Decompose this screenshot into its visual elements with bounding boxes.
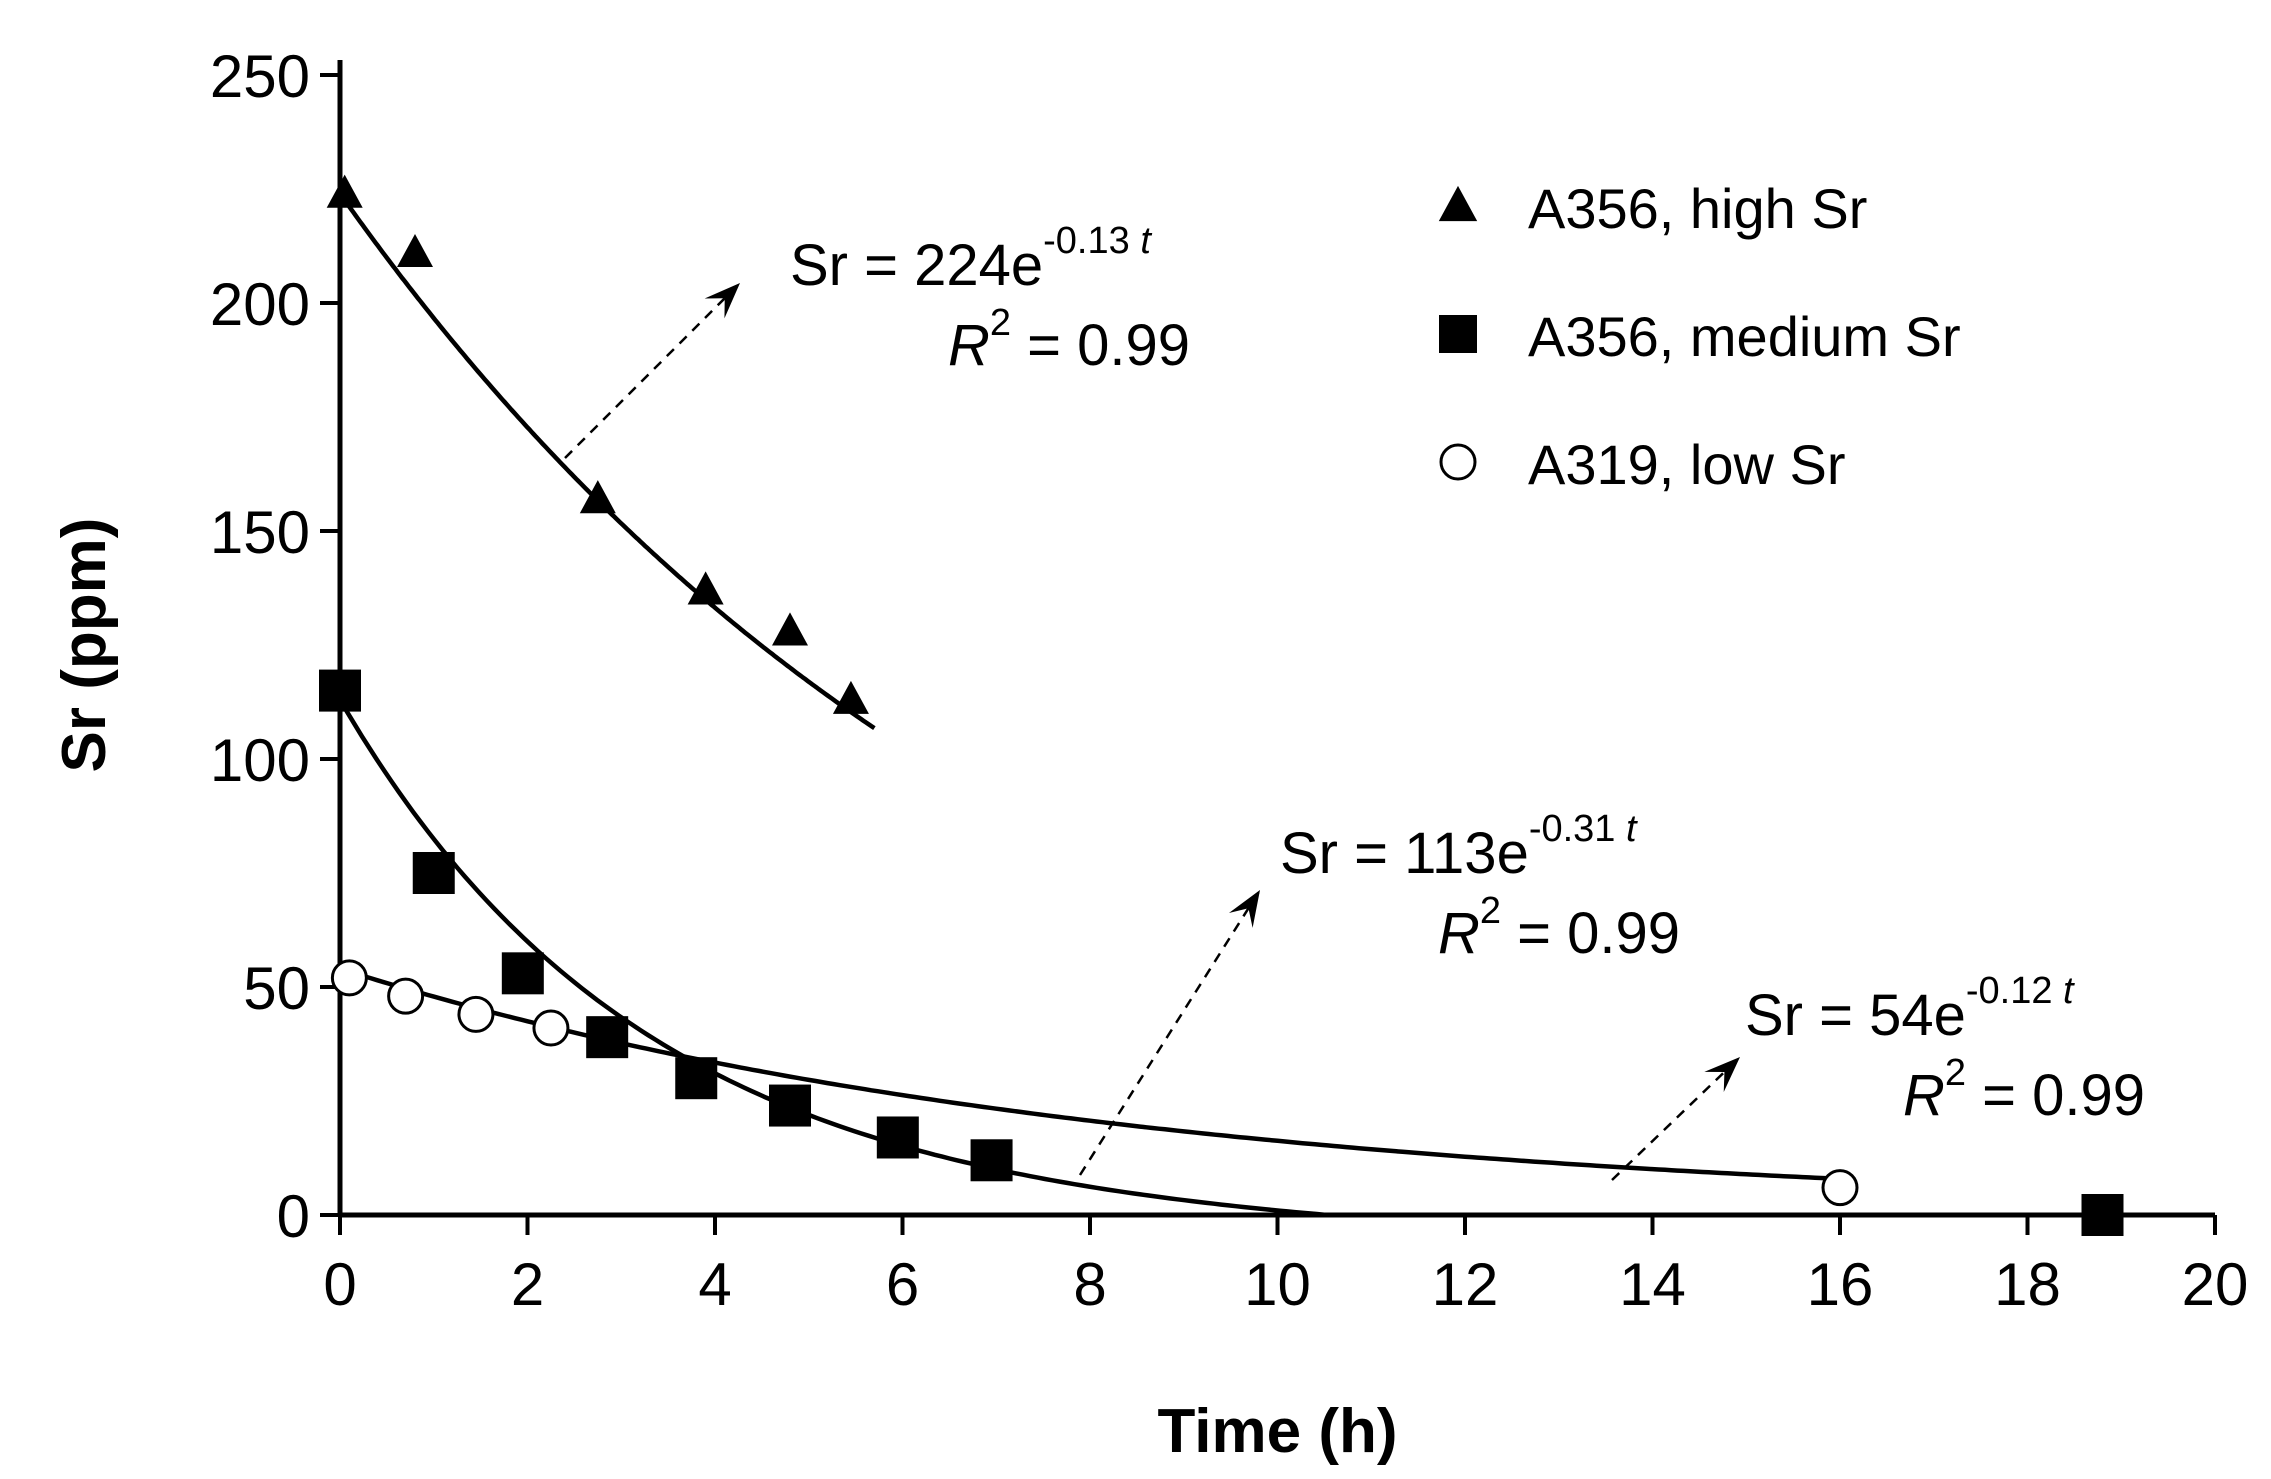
arrow-head-2 <box>1704 1057 1740 1093</box>
equation-0: Sr = 224e-0.13 t <box>790 220 1152 298</box>
legend-marker-1 <box>1439 315 1477 353</box>
equation-2: Sr = 54e-0.12 t <box>1745 970 2075 1048</box>
r-label: R <box>948 313 990 378</box>
equation-variable: t <box>1626 808 1638 850</box>
r-superscript: 2 <box>990 302 1011 344</box>
data-point-2 <box>330 959 368 997</box>
x-tick-label: 2 <box>511 1251 544 1318</box>
legend-label-1: A356, medium Sr <box>1528 305 1961 368</box>
equation-exponent: -0.31 <box>1529 808 1626 850</box>
x-tick-label: 18 <box>1994 1251 2061 1318</box>
arrow-line-1 <box>1078 889 1262 1176</box>
legend-marker-2 <box>1439 443 1477 481</box>
x-tick-label: 4 <box>698 1251 731 1318</box>
data-point-2 <box>387 977 425 1015</box>
y-tick-label: 200 <box>210 271 310 338</box>
legend-marker-0 <box>1438 185 1478 222</box>
r-squared-0: R2 = 0.99 <box>948 302 1190 378</box>
x-tick-label: 10 <box>1244 1251 1311 1318</box>
r-superscript: 2 <box>1945 1052 1966 1094</box>
r-superscript: 2 <box>1480 890 1501 932</box>
y-tick-label: 0 <box>277 1183 310 1250</box>
x-tick-label: 8 <box>1073 1251 1106 1318</box>
equation-1: Sr = 113e-0.31 t <box>1280 808 1638 886</box>
data-point-0 <box>772 612 808 646</box>
arrow-head-0 <box>704 283 740 319</box>
r-squared-2: R2 = 0.99 <box>1903 1052 2145 1128</box>
data-point-1 <box>970 1139 1013 1182</box>
equation-prefix: Sr = 224e <box>790 233 1043 298</box>
data-point-2 <box>1821 1169 1859 1207</box>
x-tick-label: 0 <box>323 1251 356 1318</box>
data-point-0 <box>579 480 616 514</box>
legend-label-0: A356, high Sr <box>1528 177 1867 240</box>
data-point-1 <box>2081 1194 2124 1236</box>
y-tick-label: 150 <box>210 499 310 566</box>
y-tick-label: 250 <box>210 43 310 110</box>
x-tick-label: 6 <box>886 1251 919 1318</box>
r-value: = 0.99 <box>1966 1063 2145 1128</box>
data-point-1 <box>876 1116 919 1159</box>
arrow-line-2 <box>1611 1056 1741 1181</box>
equation-exponent: -0.12 <box>1966 970 2063 1012</box>
data-point-2 <box>532 1009 570 1047</box>
x-tick-label: 20 <box>2182 1251 2249 1318</box>
data-point-0 <box>687 571 724 605</box>
arrow-line-0 <box>564 282 741 459</box>
r-squared-1: R2 = 0.99 <box>1438 890 1680 966</box>
data-point-1 <box>319 669 361 712</box>
arrow-head-1 <box>1228 890 1260 928</box>
equation-exponent: -0.13 <box>1043 220 1140 262</box>
y-axis-title: Sr (ppm) <box>50 518 119 773</box>
data-point-1 <box>412 852 455 894</box>
data-point-0 <box>397 233 433 268</box>
r-label: R <box>1903 1063 1945 1128</box>
r-label: R <box>1438 901 1480 966</box>
r-value: = 0.99 <box>1501 901 1680 966</box>
equation-prefix: Sr = 54e <box>1745 983 1966 1048</box>
data-point-2 <box>457 995 495 1033</box>
data-point-1 <box>769 1084 811 1127</box>
x-axis-title: Time (h) <box>1158 1397 1398 1466</box>
x-tick-label: 12 <box>1432 1251 1499 1318</box>
fit-curve-2 <box>339 966 1841 1182</box>
equation-variable: t <box>2063 970 2075 1012</box>
x-tick-label: 14 <box>1619 1251 1686 1318</box>
equation-variable: t <box>1140 220 1152 262</box>
data-point-0 <box>326 174 363 208</box>
legend-label-2: A319, low Sr <box>1528 433 1846 496</box>
fit-curve-1 <box>338 698 2103 1218</box>
x-tick-label: 16 <box>1807 1251 1874 1318</box>
data-point-1 <box>501 952 544 995</box>
data-point-0 <box>832 680 869 714</box>
y-tick-label: 100 <box>210 727 310 794</box>
y-tick-label: 50 <box>243 955 310 1022</box>
r-value: = 0.99 <box>1011 313 1190 378</box>
data-point-1 <box>675 1057 718 1100</box>
equation-prefix: Sr = 113e <box>1280 821 1529 886</box>
data-point-1 <box>586 1016 629 1059</box>
